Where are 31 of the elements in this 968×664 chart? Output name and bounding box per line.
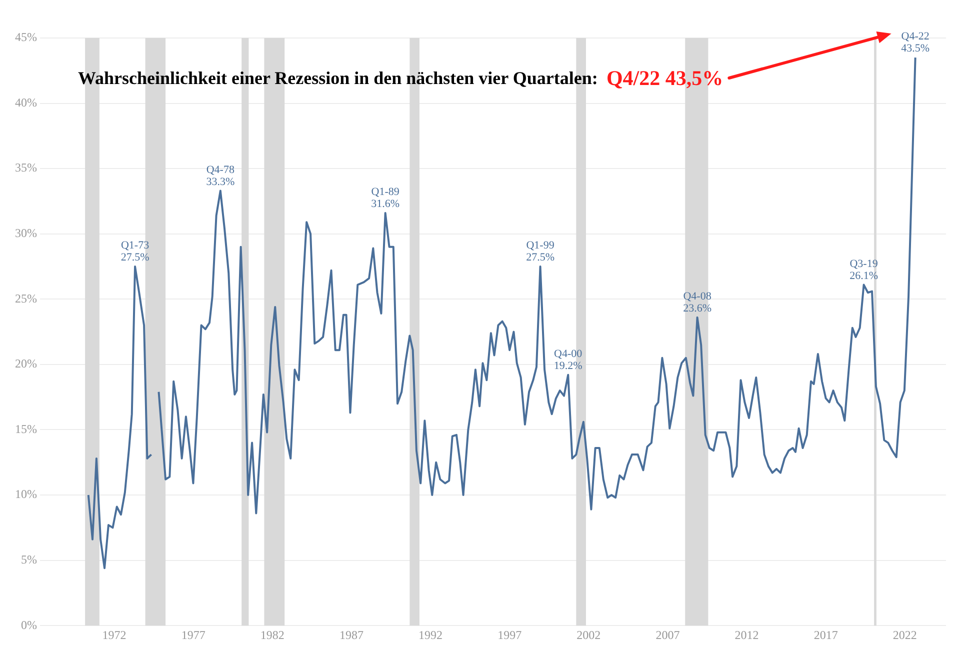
annotation: Q4-22 43.5% xyxy=(901,30,930,55)
annotation: Q1-73 27.5% xyxy=(120,240,150,264)
y-tick-label: 10% xyxy=(14,487,37,502)
annotation: Q1-99 27.5% xyxy=(526,240,555,264)
y-tick-label: 40% xyxy=(14,95,37,110)
x-tick-label: 2022 xyxy=(892,628,917,642)
y-tick-label: 0% xyxy=(20,618,37,632)
y-tick-label: 25% xyxy=(14,291,37,306)
annotation: Q1-89 31.6% xyxy=(371,186,400,210)
y-tick-label: 5% xyxy=(20,552,37,566)
annotation: Q4-78 33.3% xyxy=(206,164,235,188)
x-tick-label: 1982 xyxy=(260,628,284,642)
x-tick-label: 2007 xyxy=(656,628,680,642)
x-tick-label: 2017 xyxy=(814,628,838,642)
annotation: Q4/22 43,5% xyxy=(606,66,724,90)
annotation: Q4-00 19.2% xyxy=(554,348,583,372)
annotation: Q3-19 26.1% xyxy=(850,258,878,282)
y-tick-label: 15% xyxy=(14,422,37,436)
x-tick-label: 1977 xyxy=(181,628,206,642)
y-tick-label: 35% xyxy=(14,160,37,175)
annotation: Q4-08 23.6% xyxy=(683,290,712,314)
y-tick-label: 30% xyxy=(14,226,37,240)
x-tick-label: 1997 xyxy=(498,628,522,642)
x-tick-label: 1987 xyxy=(339,628,364,642)
text: Wahrscheinlichkeit einer Rezession in den nächsten vier Quartalen: xyxy=(78,68,598,88)
x-tick-label: 2012 xyxy=(734,628,759,642)
x-tick-label: 2002 xyxy=(576,628,601,642)
x-tick-label: 1992 xyxy=(418,628,443,642)
y-tick-label: 45% xyxy=(14,30,37,44)
x-tick-label: 1972 xyxy=(102,628,126,642)
y-tick-label: 20% xyxy=(14,356,37,371)
